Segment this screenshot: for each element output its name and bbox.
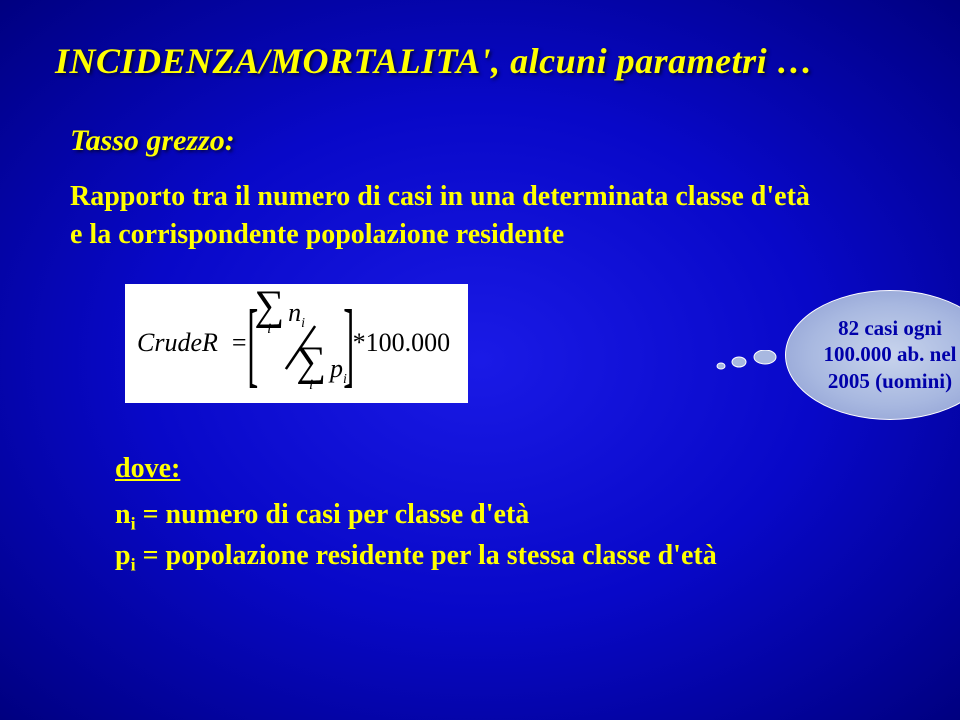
sigma-icon: ∑ [254, 290, 284, 324]
slide-title: INCIDENZA/MORTALITA', alcuni parametri … [55, 40, 905, 82]
formula: CrudeR = [ ∑ i ni ∕ ∑ i [137, 292, 456, 395]
formula-lhs: CrudeR [137, 328, 218, 358]
sigma-icon: ∑ [296, 346, 326, 380]
numerator-sum: ∑ i ni [254, 290, 305, 341]
section-label: Tasso grezzo: [70, 124, 905, 158]
legend-label: dove: [115, 453, 180, 485]
equals-sign: = [232, 328, 247, 358]
legend-line: pi = popolazione residente per la stessa… [115, 536, 905, 578]
sum-index: i [267, 321, 271, 338]
legend-block: dove: ni = numero di casi per classe d'e… [115, 453, 905, 579]
legend-var: ni [115, 499, 136, 530]
formula-box: CrudeR = [ ∑ i ni ∕ ∑ i [125, 284, 468, 403]
legend-var: pi [115, 540, 136, 571]
slide: INCIDENZA/MORTALITA', alcuni parametri …… [0, 0, 960, 720]
formula-row: CrudeR = [ ∑ i ni ∕ ∑ i [125, 284, 905, 403]
callout: 82 casi ogni 100.000 ab. nel 2005 (uomin… [785, 290, 960, 420]
callout-connector-icon [715, 350, 795, 372]
right-bracket-icon: ] [343, 310, 354, 377]
legend-text: = numero di casi per classe d'età [136, 499, 530, 530]
legend-text: = popolazione residente per la stessa cl… [136, 540, 717, 571]
fraction: ∑ i ni ∕ ∑ i pi [250, 292, 351, 395]
formula-multiplier: *100.000 [353, 328, 451, 358]
callout-text: 82 casi ogni 100.000 ab. nel 2005 (uomin… [804, 315, 960, 394]
legend-line: ni = numero di casi per classe d'età [115, 495, 905, 537]
denominator-sum: ∑ i pi [296, 346, 347, 397]
sum-index: i [309, 377, 313, 394]
callout-bubble: 82 casi ogni 100.000 ab. nel 2005 (uomin… [785, 290, 960, 420]
description: Rapporto tra il numero di casi in una de… [70, 178, 820, 254]
